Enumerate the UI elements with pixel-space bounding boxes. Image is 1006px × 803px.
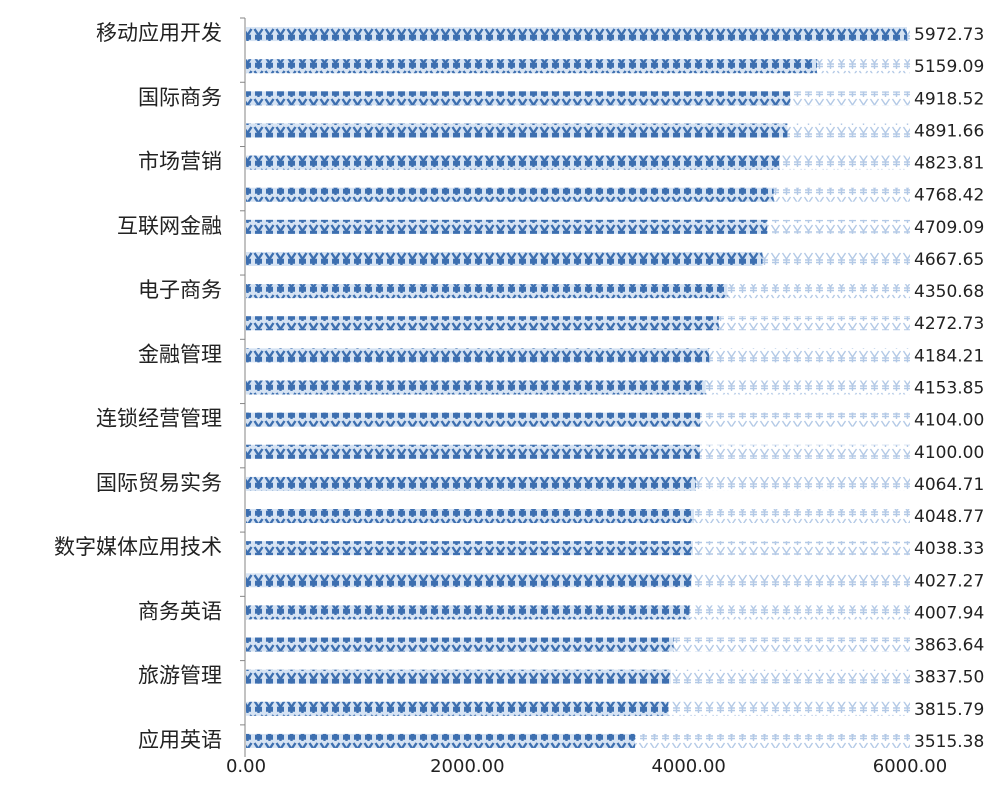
value-label: 4350.68 — [914, 282, 984, 302]
y-tick-label: 市场营销 — [138, 150, 222, 174]
bar — [246, 701, 669, 716]
y-tick-label: 商务英语 — [138, 599, 222, 623]
value-label: 4667.65 — [914, 250, 984, 270]
bar — [246, 444, 700, 459]
y-tick-label: 金融管理 — [138, 342, 222, 366]
bar — [246, 605, 690, 620]
value-label: 3515.38 — [914, 732, 984, 752]
value-label: 4709.09 — [914, 218, 984, 238]
bar — [246, 155, 780, 170]
x-tick-label: 0.00 — [226, 756, 266, 777]
value-label: 4153.85 — [914, 379, 984, 399]
y-tick-label: 连锁经营管理 — [96, 407, 222, 431]
bar — [246, 27, 907, 42]
bar — [246, 509, 695, 524]
bar — [246, 59, 817, 74]
bar — [246, 412, 701, 427]
value-label: 4918.52 — [914, 89, 984, 109]
y-tick-label: 数字媒体应用技术 — [54, 535, 222, 559]
bar — [246, 219, 768, 234]
bar — [246, 733, 636, 748]
value-label: 4272.73 — [914, 314, 984, 334]
value-label: 3837.50 — [914, 668, 984, 688]
y-tick-label: 互联网金融 — [117, 214, 222, 238]
y-tick-label: 国际贸易实务 — [96, 471, 222, 495]
value-label: 4823.81 — [914, 154, 984, 174]
value-label: 4100.00 — [914, 443, 984, 463]
value-label: 4768.42 — [914, 186, 984, 206]
y-tick-label: 国际商务 — [138, 85, 222, 109]
y-tick-label: 电子商务 — [138, 278, 222, 302]
y-tick-label: 移动应用开发 — [96, 21, 222, 45]
value-label: 3863.64 — [914, 636, 984, 656]
value-label: 3815.79 — [914, 700, 984, 720]
bar — [246, 637, 674, 652]
x-tick-label: 6000.00 — [873, 756, 947, 777]
value-label: 4184.21 — [914, 346, 984, 366]
bar — [246, 316, 719, 331]
value-label: 4038.33 — [914, 539, 984, 559]
value-label: 4064.71 — [914, 475, 984, 495]
value-label: 4104.00 — [914, 411, 984, 431]
bar — [246, 91, 791, 106]
bar — [246, 251, 763, 266]
bar — [246, 476, 696, 491]
bar — [246, 348, 710, 363]
value-label: 4027.27 — [914, 571, 984, 591]
y-tick-label: 旅游管理 — [138, 664, 222, 688]
bar — [246, 541, 693, 556]
value-label: 4007.94 — [914, 603, 984, 623]
bar — [246, 573, 692, 588]
bar — [246, 187, 774, 202]
bar — [246, 669, 671, 684]
bar — [246, 380, 706, 395]
bar — [246, 123, 788, 138]
x-tick-label: 4000.00 — [651, 756, 725, 777]
value-label: 4891.66 — [914, 121, 984, 141]
y-tick-label: 应用英语 — [138, 728, 222, 752]
x-tick-label: 2000.00 — [430, 756, 504, 777]
value-label: 5972.73 — [914, 25, 984, 45]
bar — [246, 284, 728, 299]
value-label: 5159.09 — [914, 57, 984, 77]
value-label: 4048.77 — [914, 507, 984, 527]
